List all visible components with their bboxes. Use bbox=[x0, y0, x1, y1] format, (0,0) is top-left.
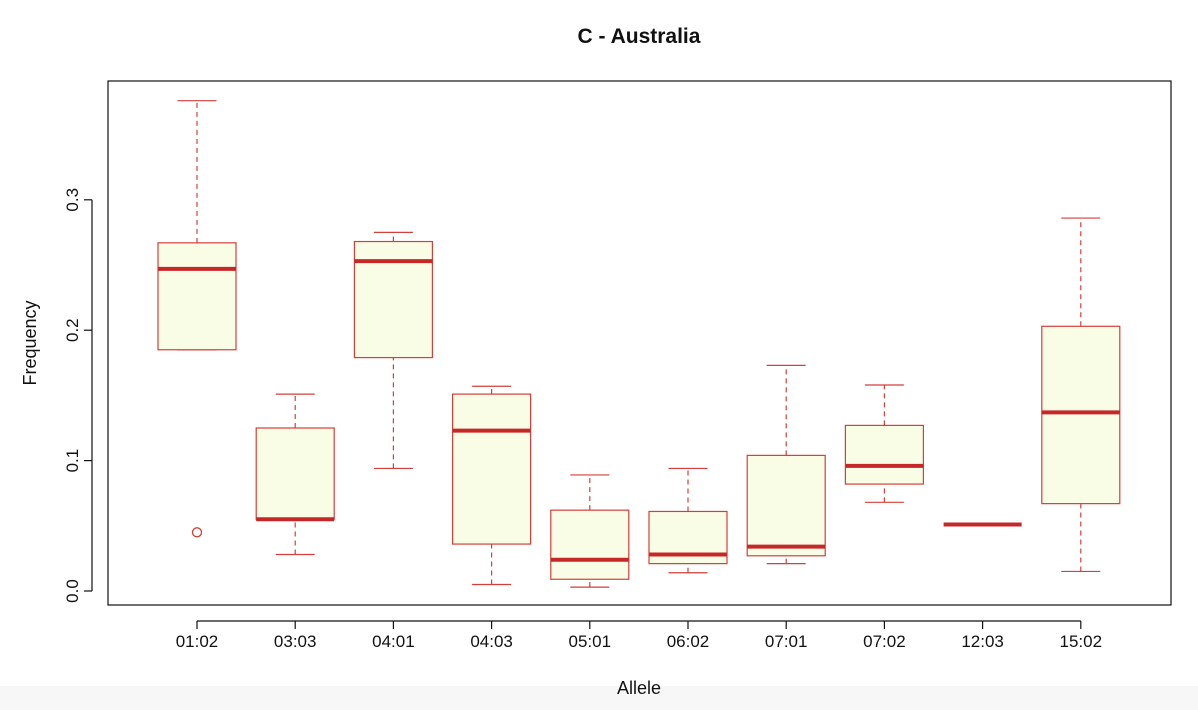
y-tick-label: 0.0 bbox=[63, 579, 82, 603]
y-tick-label: 0.1 bbox=[63, 449, 82, 473]
x-tick-label: 12:03 bbox=[961, 632, 1004, 651]
box-body bbox=[452, 393, 532, 545]
box-body bbox=[550, 509, 630, 580]
x-tick-label: 07:02 bbox=[863, 632, 906, 651]
y-tick-label: 0.2 bbox=[63, 318, 82, 342]
x-tick-label: 03:03 bbox=[274, 632, 317, 651]
x-tick-label: 07:01 bbox=[765, 632, 808, 651]
box-body bbox=[353, 240, 433, 359]
x-tick-label: 05:01 bbox=[569, 632, 612, 651]
chart-title: C - Australia bbox=[578, 25, 701, 48]
x-tick-label: 01:02 bbox=[176, 632, 219, 651]
x-tick-label: 04:01 bbox=[372, 632, 415, 651]
y-axis-title: Frequency bbox=[20, 300, 40, 385]
box-body bbox=[746, 454, 826, 557]
x-tick-label: 06:02 bbox=[667, 632, 710, 651]
bottom-band bbox=[0, 686, 1198, 710]
box-body bbox=[844, 424, 925, 485]
x-tick-label: 15:02 bbox=[1060, 632, 1103, 651]
box-body bbox=[1041, 325, 1121, 505]
outlier-point bbox=[191, 527, 203, 538]
box-body bbox=[157, 242, 237, 351]
plot-frame bbox=[107, 80, 1172, 606]
box-body bbox=[255, 427, 335, 520]
plot-area: 0.0 0.1 0.2 0.3 01:02 03:03 04:01 04:03 05:01 06:… bbox=[63, 80, 1172, 651]
x-tick-label: 04:03 bbox=[470, 632, 513, 651]
y-tick-label: 0.3 bbox=[63, 188, 82, 212]
x-axis-title: Allele bbox=[617, 678, 661, 698]
